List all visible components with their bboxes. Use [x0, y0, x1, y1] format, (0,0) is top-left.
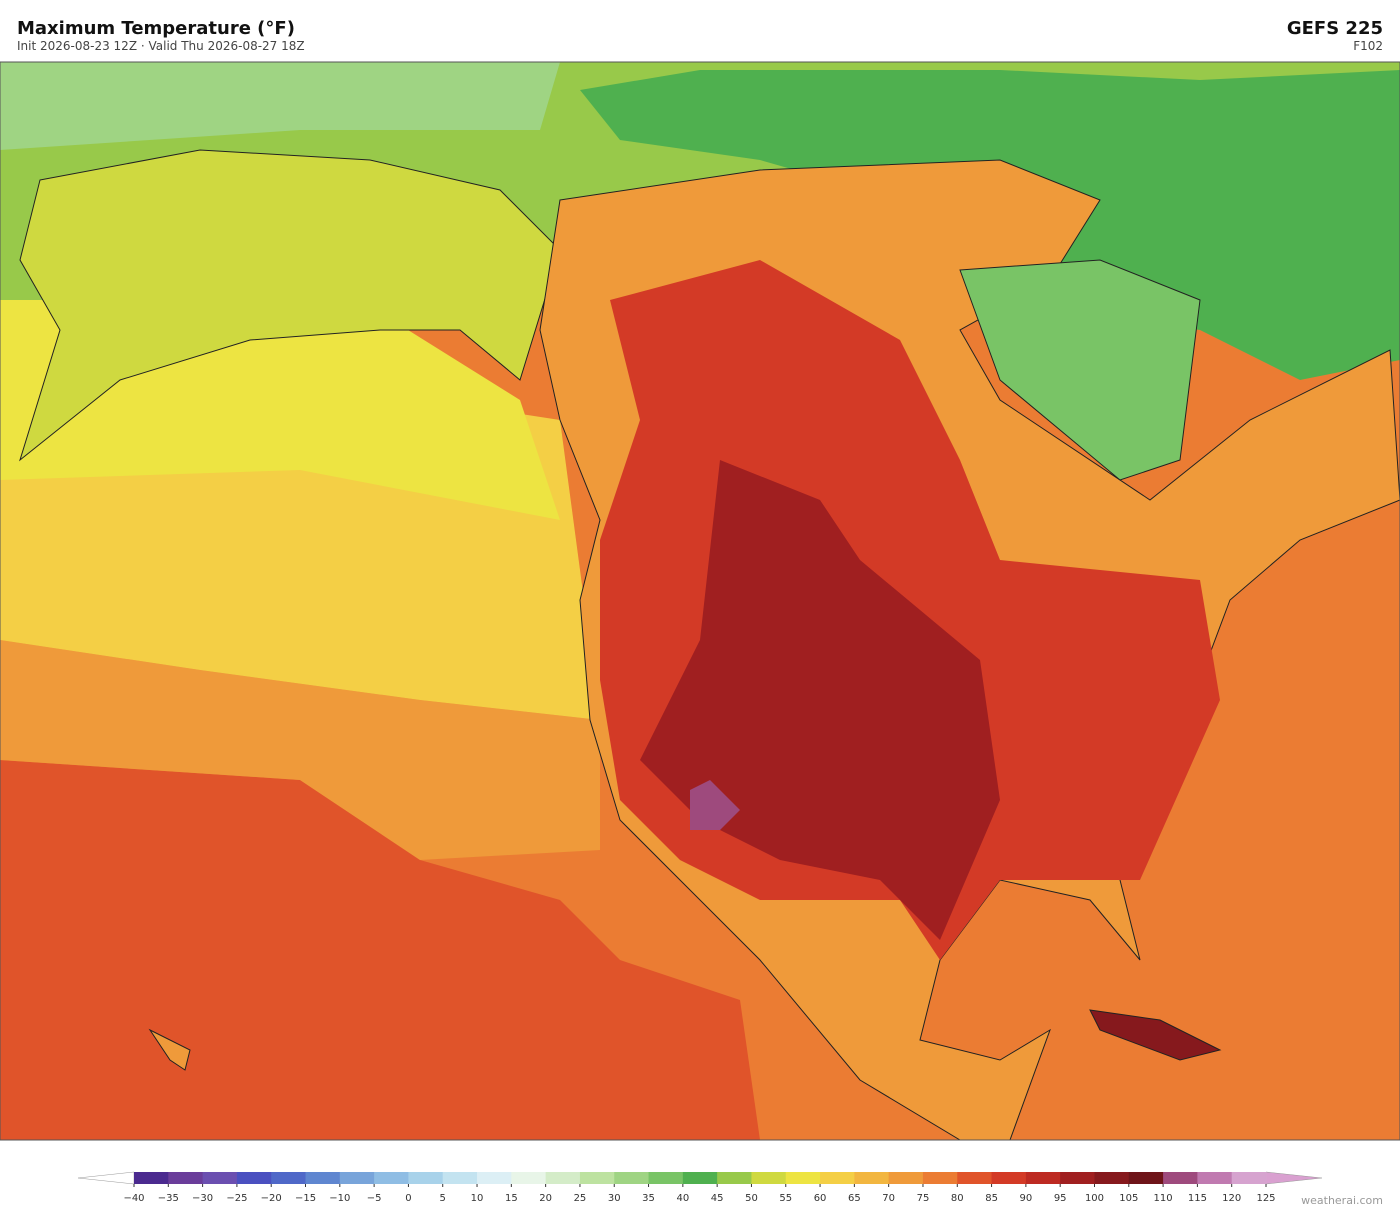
colorbar-bin	[1163, 1172, 1198, 1184]
map	[0, 61, 1400, 1141]
colorbar-tick-label: −20	[261, 1193, 282, 1204]
colorbar-bin	[991, 1172, 1027, 1184]
colorbar-tick-label: 35	[642, 1193, 655, 1204]
colorbar-tick-label: 90	[1020, 1193, 1033, 1204]
warm-ocean	[0, 760, 760, 1140]
subtitle: Init 2026-08-23 12Z · Valid Thu 2026-08-…	[17, 39, 305, 53]
arctic	[0, 62, 560, 150]
colorbar-bin	[785, 1172, 821, 1184]
colorbar-tick-label: −5	[367, 1193, 382, 1204]
colorbar-bin	[236, 1172, 272, 1184]
colorbar-tick-label: 20	[539, 1193, 552, 1204]
colorbar-tick-label: 25	[574, 1193, 587, 1204]
colorbar-bin	[648, 1172, 684, 1184]
colorbar-bin	[134, 1172, 169, 1184]
colorbar-tick-label: 60	[814, 1193, 827, 1204]
colorbar-tick-label: 70	[882, 1193, 895, 1204]
colorbar-tick-label: 110	[1154, 1193, 1173, 1204]
forecast-hour: F102	[1353, 39, 1383, 53]
title: Maximum Temperature (°F)	[17, 18, 295, 39]
colorbar-tick-label: −30	[192, 1193, 213, 1204]
colorbar-bin	[854, 1172, 890, 1184]
colorbar-bin	[820, 1172, 855, 1184]
map-frame	[0, 61, 1400, 1141]
colorbar-bin	[1197, 1172, 1233, 1184]
colorbar-bin	[511, 1172, 547, 1184]
watermark: weatherai.com	[1301, 1194, 1383, 1207]
colorbar-tick-label: 15	[505, 1193, 518, 1204]
colorbar-tick-label: 50	[745, 1193, 758, 1204]
alaska	[19, 149, 561, 462]
colorbar-bin	[408, 1172, 444, 1184]
colorbar-tick-label: −25	[226, 1193, 247, 1204]
colorbar-bin	[1060, 1172, 1095, 1184]
colorbar-tick-label: 0	[405, 1193, 411, 1204]
colorbar-over	[1265, 1171, 1323, 1185]
colorbar-bin	[168, 1172, 204, 1184]
colorbar-bin	[682, 1172, 718, 1184]
colorbar-tick-label: 125	[1256, 1193, 1275, 1204]
colorbar-tick-label: −35	[158, 1193, 179, 1204]
colorbar-bin	[1231, 1172, 1267, 1184]
colorbar-bin	[888, 1172, 924, 1184]
colorbar-bin	[957, 1172, 993, 1184]
colorbar-bin	[305, 1172, 341, 1184]
colorbar-tick-label: 120	[1222, 1193, 1241, 1204]
colorbar-bin	[271, 1172, 307, 1184]
colorbar-bin	[374, 1172, 409, 1184]
colorbar-tick-label: 55	[779, 1193, 792, 1204]
colorbar-bin	[579, 1172, 615, 1184]
colorbar-tick-label: 40	[676, 1193, 689, 1204]
colorbar-tick-label: 65	[848, 1193, 861, 1204]
colorbar-under	[77, 1171, 135, 1185]
colorbar-tick-label: 85	[985, 1193, 998, 1204]
colorbar-tick-label: 80	[951, 1193, 964, 1204]
colorbar-tick-label: −10	[329, 1193, 350, 1204]
colorbar-tick-label: −15	[295, 1193, 316, 1204]
hudson-bay	[959, 259, 1201, 481]
colorbar-tick-label: 10	[471, 1193, 484, 1204]
colorbar-bin	[202, 1172, 238, 1184]
colorbar-tick-label: 100	[1085, 1193, 1104, 1204]
colorbar-bin	[922, 1172, 958, 1184]
colorbar-bin	[1025, 1172, 1061, 1184]
colorbar-bin	[614, 1172, 650, 1184]
colorbar-bin	[751, 1172, 787, 1184]
colorbar-tick-label: 5	[440, 1193, 446, 1204]
colorbar-bin	[442, 1172, 478, 1184]
hawaii	[148, 1028, 191, 1071]
colorbar-bin	[545, 1172, 581, 1184]
extreme-heat	[690, 780, 740, 830]
cuba	[1089, 1009, 1222, 1061]
colorbar-tick-label: 115	[1188, 1193, 1207, 1204]
colorbar-tick-label: 95	[1054, 1193, 1067, 1204]
colorbar-bin	[717, 1172, 752, 1184]
colorbar: −40 −35 −30 −25 −20 −15 −10 −5 0 5 10 15 20 25 30 35 40 4…	[77, 1171, 1323, 1204]
colorbar-bin	[1094, 1172, 1130, 1184]
colorbar-tick-label: 75	[917, 1193, 930, 1204]
colorbar-tick-label: −40	[123, 1193, 144, 1204]
colorbar-tick-label: 105	[1119, 1193, 1138, 1204]
colorbar-bin	[1128, 1172, 1164, 1184]
colorbar-bin	[477, 1172, 512, 1184]
ocean-band	[0, 640, 600, 860]
colorbar-tick-label: 45	[711, 1193, 724, 1204]
model: GEFS 225	[1287, 18, 1383, 39]
colorbar-bin	[339, 1172, 375, 1184]
colorbar-tick-label: 30	[608, 1193, 621, 1204]
